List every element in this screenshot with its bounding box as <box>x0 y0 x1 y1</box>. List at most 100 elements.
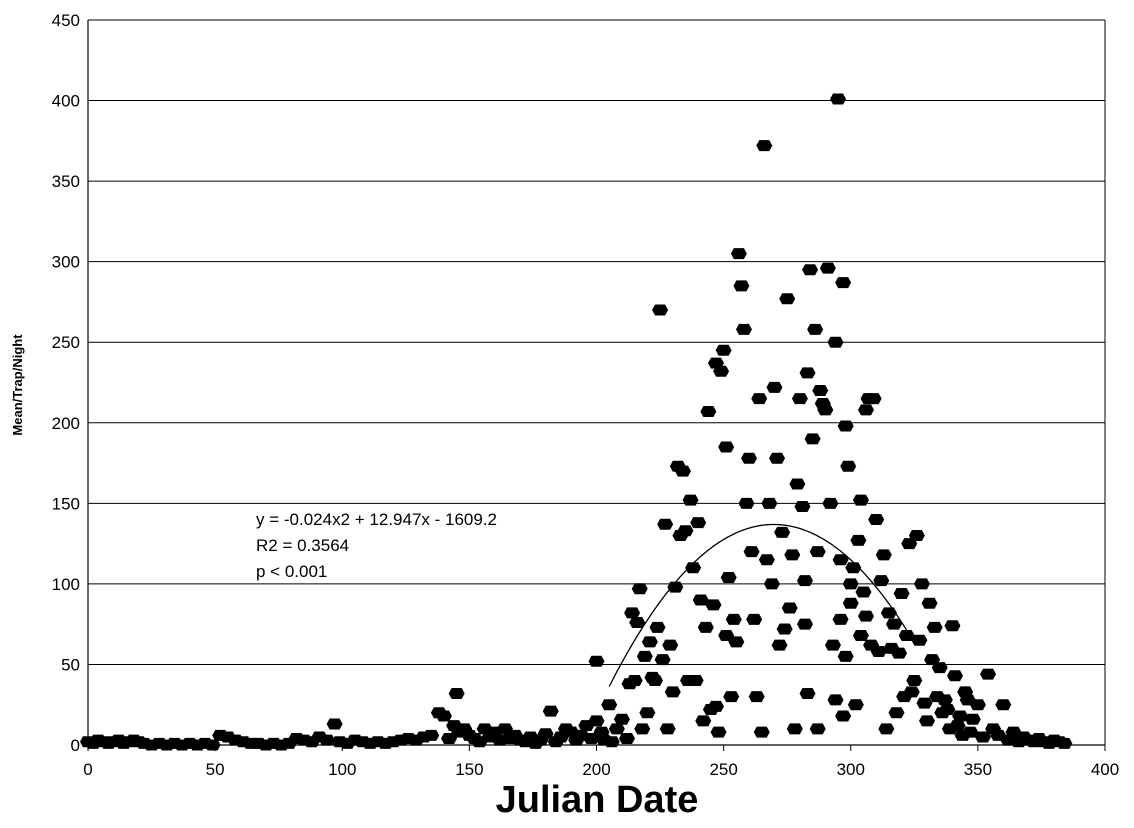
data-point <box>781 602 798 614</box>
data-point <box>435 710 452 722</box>
data-point <box>840 460 857 472</box>
data-point <box>771 639 788 651</box>
x-tick-label: 150 <box>455 760 483 779</box>
data-point <box>921 597 938 609</box>
data-point <box>662 639 679 651</box>
data-point <box>908 530 925 542</box>
data-point <box>735 323 752 335</box>
data-point <box>926 621 943 633</box>
data-point <box>753 726 770 738</box>
y-tick-label: 0 <box>71 736 80 755</box>
x-tick-label: 100 <box>328 760 356 779</box>
data-point <box>852 629 869 641</box>
data-point <box>667 581 684 593</box>
y-tick-label: 50 <box>61 655 80 674</box>
data-point <box>741 452 758 464</box>
data-point <box>629 617 646 629</box>
data-point <box>931 662 948 674</box>
data-point <box>789 478 806 490</box>
y-tick-label: 250 <box>52 333 80 352</box>
data-point <box>969 699 986 711</box>
data-point <box>603 736 620 748</box>
data-point <box>626 675 643 687</box>
data-point <box>835 277 852 289</box>
data-point <box>728 636 745 648</box>
data-point <box>822 497 839 509</box>
data-point <box>769 452 786 464</box>
data-point <box>649 621 666 633</box>
data-point <box>827 694 844 706</box>
data-point <box>824 639 841 651</box>
data-point <box>847 699 864 711</box>
x-tick-label: 300 <box>837 760 865 779</box>
data-point <box>786 723 803 735</box>
data-point <box>962 726 979 738</box>
data-point <box>873 575 890 587</box>
data-point <box>784 549 801 561</box>
data-point <box>919 715 936 727</box>
data-point <box>588 715 605 727</box>
x-tick-label: 0 <box>83 760 92 779</box>
data-point <box>888 707 905 719</box>
trendline-curve <box>608 523 915 687</box>
data-point <box>855 586 872 598</box>
data-point <box>875 549 892 561</box>
x-tick-label: 350 <box>964 760 992 779</box>
y-tick-label: 400 <box>52 92 80 111</box>
data-point <box>659 723 676 735</box>
data-point <box>707 700 724 712</box>
data-point <box>936 694 953 706</box>
data-point <box>796 575 813 587</box>
data-point <box>858 404 875 416</box>
data-point <box>705 599 722 611</box>
data-point <box>794 501 811 513</box>
labels: Julian Date Mean/Trap/Night y = -0.024x2… <box>10 334 698 821</box>
data-point <box>980 668 997 680</box>
data-point <box>842 578 859 590</box>
r-squared-annotation: R2 = 0.3564 <box>256 536 349 555</box>
data-point <box>791 393 808 405</box>
data-point <box>842 597 859 609</box>
y-tick-label: 150 <box>52 494 80 513</box>
data-point <box>715 344 732 356</box>
data-point <box>700 406 717 417</box>
data-point <box>906 675 923 687</box>
data-point <box>944 620 961 632</box>
data-point <box>830 93 847 105</box>
data-point <box>682 494 699 506</box>
data-point <box>613 713 630 725</box>
data-point <box>537 728 554 740</box>
data-point <box>870 646 887 658</box>
y-tick-label: 350 <box>52 172 80 191</box>
data-point <box>631 583 648 595</box>
data-point <box>819 262 836 274</box>
data-point <box>318 734 335 746</box>
data-point <box>766 381 783 393</box>
data-point <box>946 670 963 682</box>
x-tick-label: 250 <box>709 760 737 779</box>
data-point <box>756 140 773 152</box>
data-point <box>939 704 956 716</box>
data-point <box>949 720 966 732</box>
data-point <box>326 718 343 730</box>
data-point <box>1056 737 1073 749</box>
data-point <box>893 588 910 600</box>
data-point <box>776 623 793 635</box>
data-point <box>779 293 796 305</box>
data-point <box>832 554 849 566</box>
data-point <box>911 634 928 646</box>
data-point <box>733 280 750 292</box>
data-point <box>654 654 671 666</box>
data-point <box>448 687 465 699</box>
x-axis-title: Julian Date <box>496 779 699 821</box>
data-point <box>799 687 816 699</box>
data-point <box>809 546 826 558</box>
data-point <box>995 699 1012 711</box>
data-point <box>718 629 735 641</box>
data-point <box>697 621 714 633</box>
data-point <box>720 571 737 583</box>
data-point <box>601 699 618 711</box>
data-point <box>807 323 824 335</box>
data-point <box>646 675 663 687</box>
